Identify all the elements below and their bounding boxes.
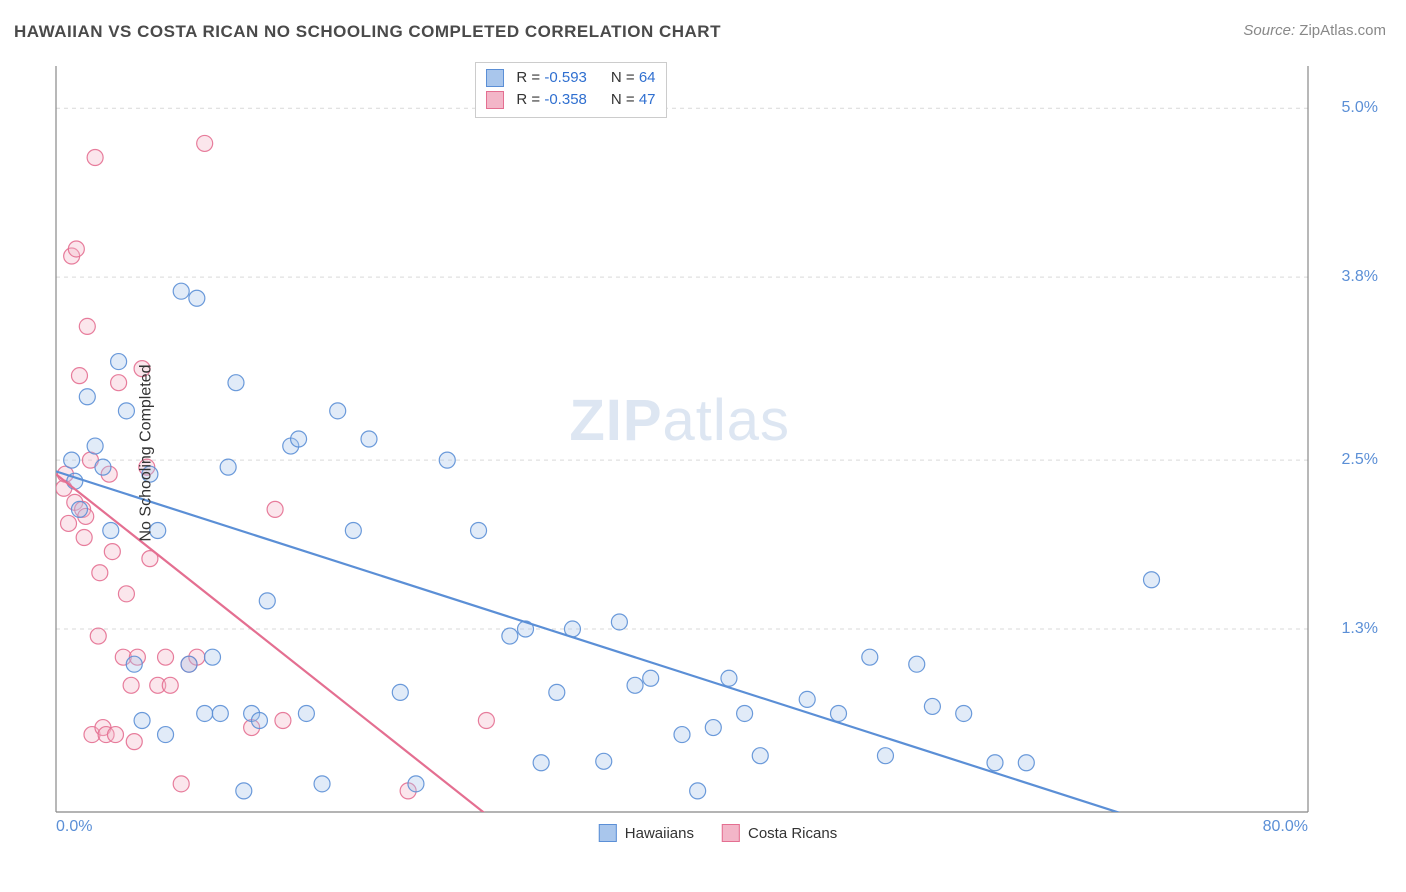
- series-legend: Hawaiians Costa Ricans: [599, 824, 837, 842]
- legend-n: N = 64: [611, 67, 656, 89]
- legend-swatch: [599, 824, 617, 842]
- source-label: Source:: [1243, 22, 1295, 39]
- scatter-chart-svg: [48, 58, 1388, 848]
- legend-item-hawaiians: Hawaiians: [599, 824, 694, 842]
- y-tick-label: 5.0%: [1342, 99, 1378, 117]
- legend-swatch: [486, 91, 504, 109]
- legend-label: Hawaiians: [625, 825, 694, 842]
- legend-label: Costa Ricans: [748, 825, 837, 842]
- legend-r: R = -0.593: [516, 67, 586, 89]
- legend-row-hawaiians: R = -0.593 N = 64: [486, 67, 655, 89]
- x-axis-max-label: 80.0%: [1263, 818, 1308, 836]
- x-axis-min-label: 0.0%: [56, 818, 92, 836]
- y-tick-label: 2.5%: [1342, 451, 1378, 469]
- chart-title: HAWAIIAN VS COSTA RICAN NO SCHOOLING COM…: [14, 22, 721, 42]
- legend-swatch: [486, 69, 504, 87]
- legend-swatch: [722, 824, 740, 842]
- legend-r: R = -0.358: [516, 89, 586, 111]
- source-attribution: Source: ZipAtlas.com: [1243, 22, 1386, 39]
- source-value: ZipAtlas.com: [1299, 22, 1386, 39]
- correlation-legend: R = -0.593 N = 64 R = -0.358 N = 47: [475, 62, 666, 118]
- chart-container: HAWAIIAN VS COSTA RICAN NO SCHOOLING COM…: [0, 0, 1406, 892]
- legend-item-costa_ricans: Costa Ricans: [722, 824, 837, 842]
- legend-row-costa_ricans: R = -0.358 N = 47: [486, 89, 655, 111]
- y-axis-label: No Schooling Completed: [138, 365, 156, 542]
- y-tick-label: 3.8%: [1342, 268, 1378, 286]
- y-tick-label: 1.3%: [1342, 620, 1378, 638]
- legend-n: N = 47: [611, 89, 656, 111]
- plot-area: No Schooling Completed ZIPatlas R = -0.5…: [48, 58, 1388, 848]
